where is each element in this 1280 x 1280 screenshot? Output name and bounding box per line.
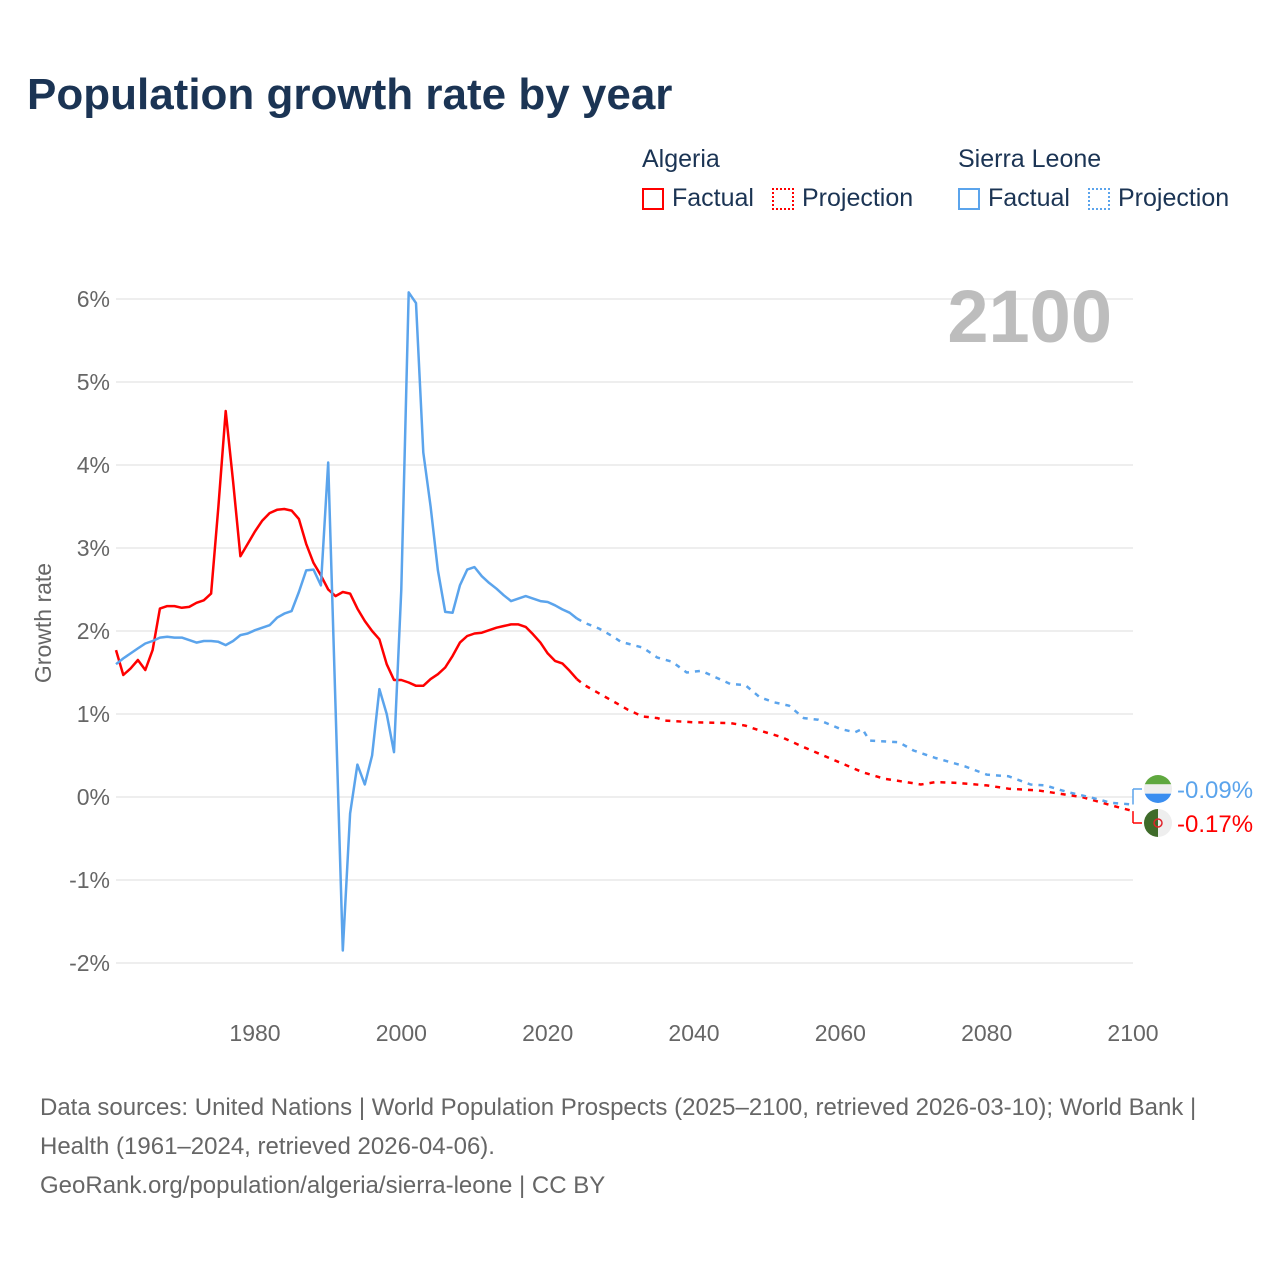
legend-group-label: Sierra Leone bbox=[958, 145, 1102, 173]
end-connector bbox=[1132, 811, 1142, 824]
x-tick-label: 1980 bbox=[229, 1020, 280, 1046]
legend-label: Projection bbox=[1117, 184, 1230, 212]
dotted-swatch-icon bbox=[771, 187, 794, 210]
algeria-flag-icon bbox=[1144, 809, 1172, 837]
flag-body bbox=[1144, 809, 1172, 837]
series-sierra-leone-factual bbox=[115, 291, 578, 952]
legend-item-sierra-leone-factual[interactable]: Factual bbox=[958, 184, 1070, 213]
legend-algeria: Algeria Factual Projection bbox=[642, 145, 931, 213]
flag-stripe bbox=[1144, 784, 1172, 794]
x-tick-label: 2080 bbox=[961, 1020, 1012, 1046]
flag-body bbox=[1144, 775, 1172, 803]
dotted-swatch-icon bbox=[1087, 187, 1110, 210]
credit-link[interactable]: GeoRank.org/population/algeria/sierra-le… bbox=[40, 1172, 606, 1199]
legend-label: Projection bbox=[801, 184, 914, 212]
legend-item-algeria-factual[interactable]: Factual bbox=[642, 184, 754, 213]
x-tick-label: 2040 bbox=[668, 1020, 719, 1046]
chart-title: Population growth rate by year bbox=[27, 70, 673, 119]
y-tick-label: 6% bbox=[77, 286, 110, 312]
end-connector bbox=[1132, 788, 1142, 805]
data-sources: Data sources: United Nations | World Pop… bbox=[40, 1094, 1197, 1160]
legend-item-sierra-leone-projection[interactable]: Projection bbox=[1087, 184, 1230, 213]
flag-half bbox=[1158, 809, 1172, 837]
line-chart: -2% -1% 0% 1% 2% 3% 4% 5% 6% 1980 2000 2020 2040 2060… bbox=[30, 275, 1253, 1046]
x-tick-label: 2100 bbox=[1107, 1020, 1158, 1046]
crescent-icon bbox=[1153, 818, 1163, 828]
flag-stripe bbox=[1144, 775, 1172, 785]
solid-swatch-icon bbox=[642, 187, 664, 210]
y-tick-label: 3% bbox=[77, 535, 110, 561]
y-tick-label: 0% bbox=[77, 784, 110, 810]
x-tick-label: 2000 bbox=[376, 1020, 427, 1046]
y-tick-label: -1% bbox=[69, 867, 110, 893]
legend-group-label: Algeria bbox=[642, 145, 720, 173]
end-value-label: -0.17% bbox=[1177, 811, 1253, 838]
legend-sierra-leone: Sierra Leone Factual Projection bbox=[958, 145, 1247, 213]
y-tick-label: 5% bbox=[77, 369, 110, 395]
x-tick-label: 2060 bbox=[815, 1020, 866, 1046]
series-algeria-projection bbox=[576, 678, 1134, 813]
y-tick-label: 2% bbox=[77, 618, 110, 644]
solid-swatch-icon bbox=[958, 187, 980, 210]
footer: Data sources: United Nations | World Pop… bbox=[40, 1088, 1240, 1205]
legend-label: Factual bbox=[988, 184, 1070, 212]
year-label: 2100 bbox=[947, 275, 1112, 358]
y-tick-label: 4% bbox=[77, 452, 110, 478]
end-value-label: -0.09% bbox=[1177, 777, 1253, 804]
legend-label: Factual bbox=[672, 184, 754, 212]
y-axis-label: Growth rate bbox=[30, 563, 56, 683]
flag-half bbox=[1144, 809, 1158, 837]
flag-stripe bbox=[1144, 793, 1172, 803]
legend-item-algeria-projection[interactable]: Projection bbox=[771, 184, 914, 213]
sierra-leone-flag-icon bbox=[1144, 775, 1172, 803]
y-tick-label: -2% bbox=[69, 950, 110, 976]
y-tick-label: 1% bbox=[77, 701, 110, 727]
series-algeria-factual bbox=[114, 409, 578, 688]
series-sierra-leone-projection bbox=[576, 617, 1134, 806]
x-tick-label: 2020 bbox=[522, 1020, 573, 1046]
